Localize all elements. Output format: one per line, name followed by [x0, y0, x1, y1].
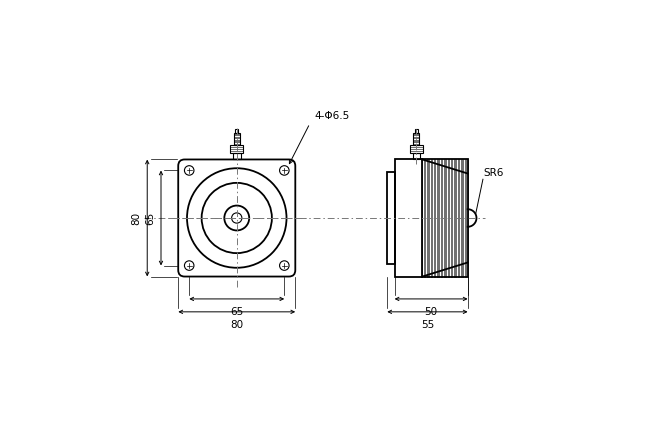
Bar — [413, 153, 421, 160]
Bar — [410, 145, 423, 153]
Bar — [395, 160, 468, 276]
Bar — [230, 145, 243, 153]
Text: 65: 65 — [230, 307, 243, 317]
Text: 80: 80 — [132, 211, 142, 225]
Bar — [413, 133, 419, 145]
Text: 55: 55 — [421, 320, 434, 330]
Bar — [235, 129, 239, 133]
Bar — [415, 129, 418, 133]
Text: 80: 80 — [230, 320, 243, 330]
Text: SR6: SR6 — [484, 168, 504, 178]
Bar — [233, 153, 240, 160]
Text: 4-Φ6.5: 4-Φ6.5 — [314, 111, 350, 121]
Bar — [387, 172, 395, 264]
Bar — [234, 133, 240, 145]
Text: 65: 65 — [146, 211, 155, 225]
Text: 50: 50 — [424, 307, 437, 317]
